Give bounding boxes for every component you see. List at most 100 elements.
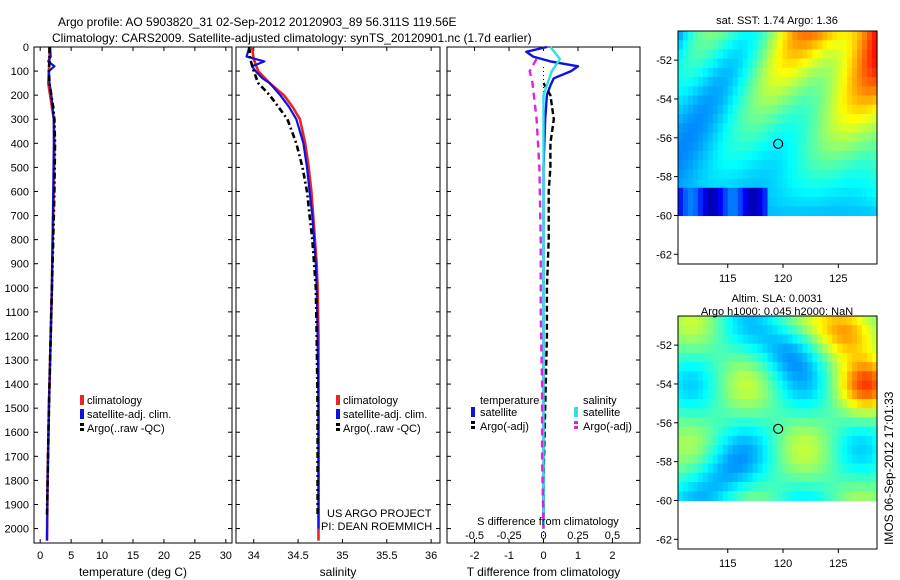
x-tick-label: 0: [540, 550, 546, 562]
heatmap-cells: [678, 31, 878, 217]
series-line-argo-raw-qc-: [45, 47, 57, 517]
lat-tick-label: -62: [656, 249, 672, 261]
y-tick-label: 600: [11, 186, 29, 198]
sla-map-title-2: Argo h1000: 0.045 h2000: NaN: [701, 306, 853, 318]
difference-panel: -2 -1 0 1 2 T difference from climatology temp…: [446, 45, 641, 579]
series-line-climatology: [250, 46, 320, 541]
lon-tick-label: 125: [829, 558, 847, 570]
sst-map-panel: -52 -54 -56 -58 -60 -62 115 120 125 sat. SST: 1.7…: [656, 15, 878, 285]
lat-tick-label: -52: [656, 340, 672, 352]
x-tick-label: -2: [470, 550, 480, 562]
x-axis-label: temperature (deg C): [79, 565, 187, 579]
title-line-2: Climatology: CARS2009. Satellite-adjuste…: [52, 31, 532, 45]
y-tick-label: 1000: [5, 283, 29, 295]
lon-tick-label: 125: [829, 273, 847, 285]
y-tick-label: 300: [11, 114, 29, 126]
legend-header-salinity: salinity: [583, 395, 617, 407]
legend-label: Argo(..raw -QC): [343, 423, 421, 435]
x-tick-label: 36: [425, 550, 437, 562]
y-tick-label: 200: [11, 90, 29, 102]
top-tick-label: -0.25: [496, 530, 521, 542]
series-line-satellite-adj-clim-: [245, 46, 320, 529]
x-tick-label: 34: [248, 550, 260, 562]
y-tick-label: 100: [11, 66, 29, 78]
legend-label: Argo(..raw -QC): [87, 423, 165, 435]
argo-float-marker: [773, 423, 784, 434]
y-tick-label: 900: [11, 259, 29, 271]
plot-frame: [33, 46, 233, 544]
x-tick-label: 20: [158, 550, 170, 562]
map-frame: [677, 30, 878, 265]
y-tick-label: 1800: [5, 475, 29, 487]
y-tick-label: 2000: [5, 524, 29, 536]
lon-tick-label: 120: [774, 273, 792, 285]
y-tick-label: 1500: [5, 403, 29, 415]
timestamp-stamp: IMOS 06-Sep-2012 17:01:33: [882, 391, 896, 545]
top-tick-label: 0: [540, 530, 546, 542]
x-tick-label: 35.5: [376, 550, 397, 562]
legend-label: satellite: [583, 407, 620, 419]
x-tick-label: 34.5: [287, 550, 308, 562]
sla-map-panel: -52 -54 -56 -58 -60 -62 115 120 125 Altim. SLA: 0…: [656, 293, 878, 570]
y-tick-label: 1600: [5, 427, 29, 439]
lat-tick-label: -54: [656, 94, 672, 106]
y-tick-label: 500: [11, 162, 29, 174]
legend-label: climatology: [343, 395, 399, 407]
legend-label: climatology: [87, 395, 143, 407]
project-annotation: US ARGO PROJECT: [327, 508, 432, 520]
top-tick-label: -0.5: [465, 530, 484, 542]
lat-tick-label: -54: [656, 379, 672, 391]
y-tick-label: 1200: [5, 331, 29, 343]
x-tick-label: 1: [575, 550, 581, 562]
sst-map-title: sat. SST: 1.74 Argo: 1.36: [716, 15, 838, 27]
top-tick-label: 0.5: [605, 530, 620, 542]
legend-label: Argo(-adj): [583, 421, 632, 433]
heatmap-cells: [678, 316, 878, 502]
legend-header-temperature: temperature: [480, 395, 539, 407]
y-tick-label: 400: [11, 138, 29, 150]
lat-tick-label: -60: [656, 495, 672, 507]
temperature-panel: 0 100 200 300 400 500 600 700 800 900 1000 1100 1200…: [5, 42, 233, 579]
lat-tick-label: -58: [656, 457, 672, 469]
x-tick-label: 15: [127, 550, 139, 562]
lat-tick-label: -56: [656, 133, 672, 145]
lon-tick-label: 115: [719, 558, 737, 570]
y-tick-label: 1100: [5, 307, 29, 319]
lat-tick-label: -62: [656, 534, 672, 546]
y-tick-label: 800: [11, 235, 29, 247]
lon-tick-label: 115: [719, 273, 737, 285]
plot-frame: [235, 46, 441, 544]
series-line-argo-raw-qc-: [248, 46, 319, 517]
top-tick-label: 0.25: [567, 530, 588, 542]
x-axis-label: T difference from climatology: [467, 565, 621, 579]
legend-label: satellite: [480, 407, 517, 419]
x-tick-label: 30: [220, 550, 232, 562]
sla-map-title-1: Altim. SLA: 0.0031: [731, 293, 822, 305]
legend-label: satellite-adj. clim.: [87, 409, 171, 421]
y-tick-label: 1400: [5, 379, 29, 391]
lat-tick-label: -60: [656, 210, 672, 222]
x-tick-label: 5: [68, 550, 74, 562]
lat-tick-label: -56: [656, 418, 672, 430]
pi-annotation: PI: DEAN ROEMMICH: [321, 521, 432, 533]
x-tick-label: -1: [504, 550, 514, 562]
argo-float-marker: [773, 138, 784, 149]
map-frame: [677, 315, 878, 550]
y-tick-label: 1700: [5, 451, 29, 463]
legend-label: satellite-adj. clim.: [343, 409, 427, 421]
y-tick-label: 1900: [5, 499, 29, 511]
y-tick-label: 700: [11, 211, 29, 223]
top-axis-label: S difference from climatology: [477, 516, 619, 528]
x-axis-label: salinity: [320, 565, 357, 579]
x-tick-label: 10: [96, 550, 108, 562]
series-line-argo-adj-salinity: [528, 58, 545, 529]
legend-label: Argo(-adj): [480, 421, 529, 433]
series-line-satellite-salinity: [542, 46, 562, 529]
lon-tick-label: 120: [774, 558, 792, 570]
title-line-1: Argo profile: AO 5903820_31 02-Sep-2012 …: [58, 15, 457, 29]
x-tick-label: 0: [37, 550, 43, 562]
lat-tick-label: -58: [656, 172, 672, 184]
x-tick-label: 2: [609, 550, 615, 562]
x-tick-label: 35: [336, 550, 348, 562]
